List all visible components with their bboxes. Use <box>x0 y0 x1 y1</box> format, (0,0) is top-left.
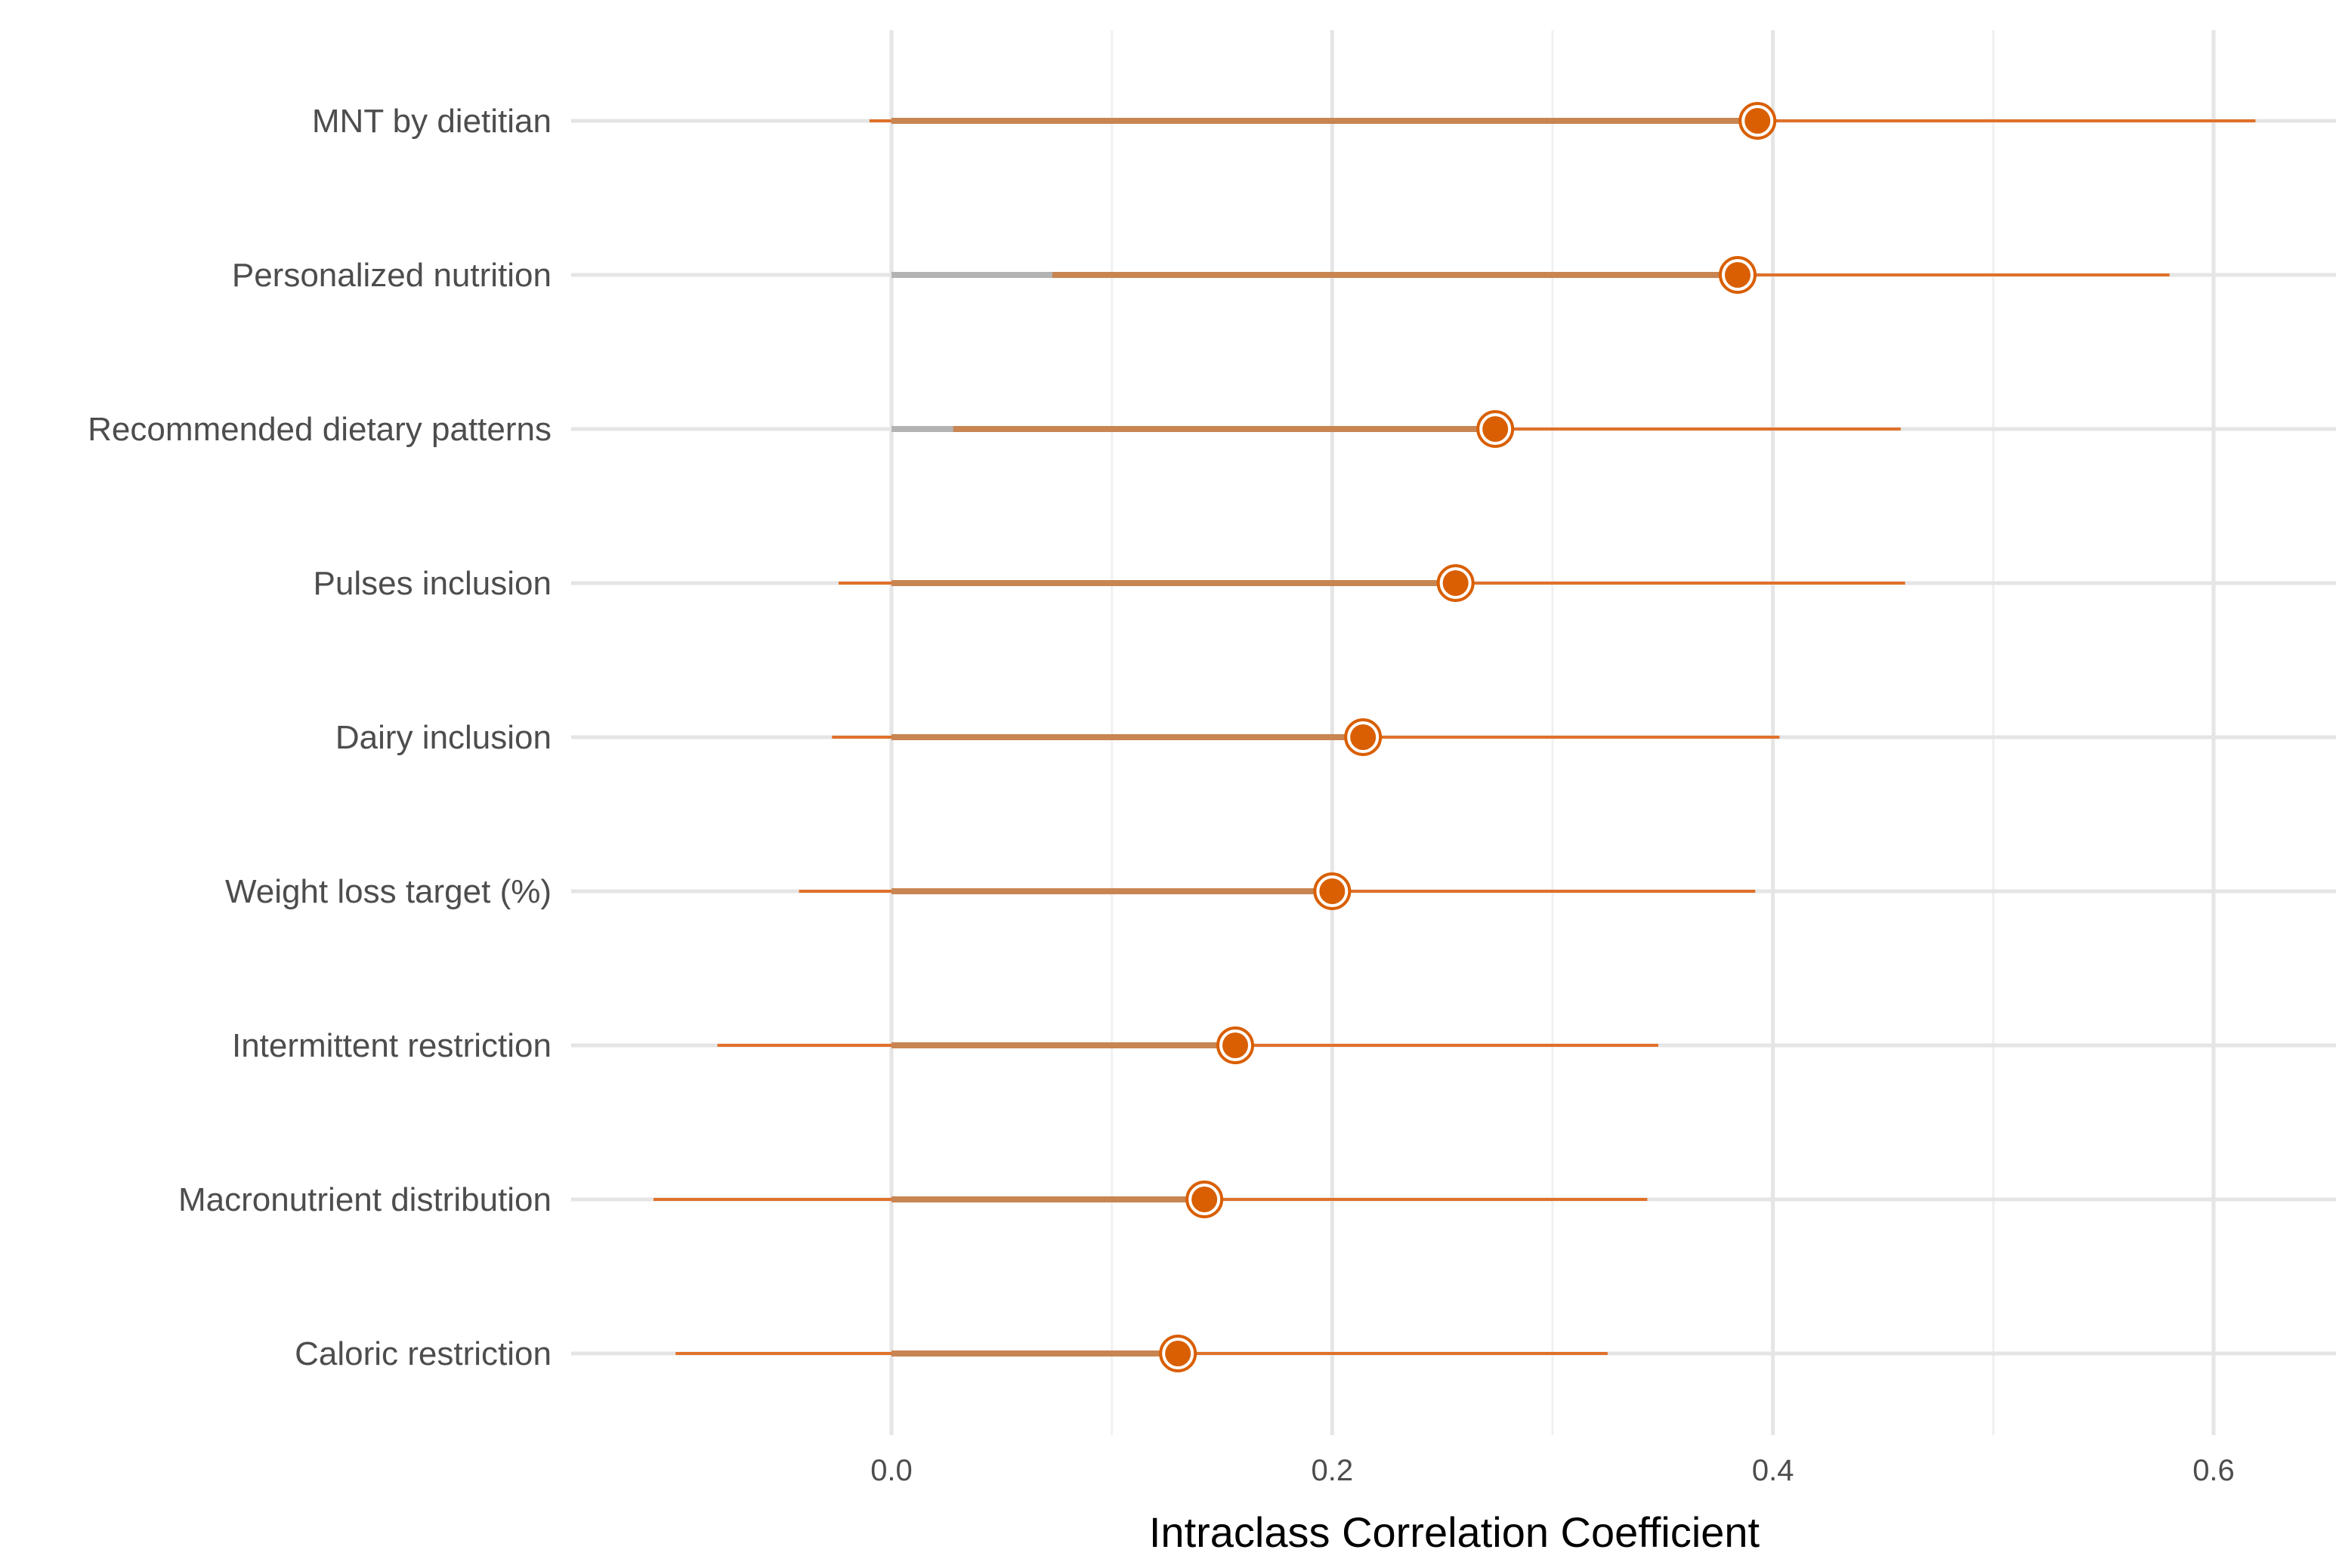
category-label: Intermittent restriction <box>232 1027 552 1064</box>
point-estimate <box>1319 878 1346 904</box>
point-estimate <box>1191 1187 1218 1212</box>
point-estimate <box>1482 416 1509 442</box>
data-marks <box>654 102 2256 1372</box>
category-label: Caloric restriction <box>295 1335 552 1372</box>
category-label: Personalized nutrition <box>232 257 552 294</box>
category-label: Recommended dietary patterns <box>88 411 552 448</box>
category-label: MNT by dietitian <box>312 103 552 140</box>
category-label: Macronutrient distribution <box>178 1181 552 1218</box>
x-axis-title: Intraclass Correlation Coefficient <box>1149 1508 1760 1556</box>
grid-layer <box>571 30 2336 1435</box>
category-label: Pulses inclusion <box>314 565 552 602</box>
point-estimate <box>1350 724 1377 750</box>
category-label: Weight loss target (%) <box>225 873 552 910</box>
point-estimate <box>1725 262 1750 288</box>
x-tick-label: 0.4 <box>1752 1454 1794 1487</box>
x-tick-label: 0.0 <box>870 1454 913 1487</box>
point-estimate <box>1744 108 1771 134</box>
point-estimate <box>1442 570 1469 596</box>
category-label: Dairy inclusion <box>335 719 552 756</box>
x-tick-label: 0.2 <box>1312 1454 1354 1487</box>
x-tick-label: 0.6 <box>2192 1454 2235 1487</box>
point-estimate <box>1165 1341 1191 1366</box>
point-estimate <box>1222 1032 1248 1058</box>
category-labels: MNT by dietitian Personalized nutrition Re… <box>88 103 552 1372</box>
x-tick-labels: 0.0 0.2 0.4 0.6 <box>870 1454 2235 1487</box>
